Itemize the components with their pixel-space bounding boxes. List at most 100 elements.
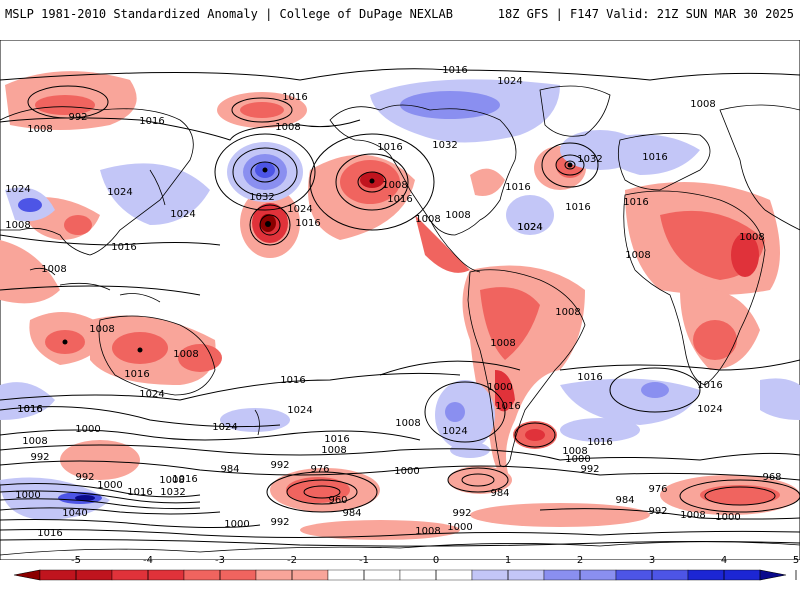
isobar-label: 1008 xyxy=(680,510,705,521)
coastline-indonesia xyxy=(29,267,161,303)
isobar-label: 1024 xyxy=(517,222,542,233)
isobar-label: 1016 xyxy=(495,401,520,412)
isobar-label: 1008 xyxy=(382,180,407,191)
isobar xyxy=(0,460,800,481)
isobar-label: 1008 xyxy=(415,526,440,537)
isobar-label: 1008 xyxy=(5,220,30,231)
isobar-label: 960 xyxy=(328,495,347,506)
anomaly-region xyxy=(480,287,540,360)
isobar xyxy=(27,85,109,119)
isobar-label: 1016 xyxy=(280,375,305,386)
high-center-marker xyxy=(262,167,268,173)
anomaly-region xyxy=(300,520,460,540)
isobar xyxy=(259,214,281,236)
isobar xyxy=(214,133,316,211)
isobar-label: 1008 xyxy=(690,99,715,110)
isobar xyxy=(0,444,800,461)
anomaly-region xyxy=(641,382,669,398)
isobar-label: 1016 xyxy=(172,474,197,485)
isobar-label: 1008 xyxy=(89,324,114,335)
anomaly-region xyxy=(506,195,554,235)
coastline-south-america xyxy=(467,269,586,468)
colorbar-tick-label: -3 xyxy=(215,555,225,566)
isobar-label: 1024 xyxy=(497,76,522,87)
isobar-label: 992 xyxy=(648,506,667,517)
isobar-label: 984 xyxy=(615,495,634,506)
isobar-label: 1024 xyxy=(517,222,542,233)
header: MSLP 1981-2010 Standardized Anomaly | Co… xyxy=(0,0,800,40)
anomaly-region xyxy=(60,440,140,480)
colorbar-arrow-right xyxy=(759,569,787,581)
isobar xyxy=(0,483,201,498)
colorbar-tick-label: 2 xyxy=(577,555,583,566)
isobar-label: 984 xyxy=(220,464,239,475)
isobar-label: 1024 xyxy=(107,187,132,198)
coastline-japan xyxy=(149,169,166,206)
isobar xyxy=(0,285,201,296)
anomaly-region xyxy=(693,320,737,360)
isobar-label: 1016 xyxy=(642,152,667,163)
isobar-label: 1016 xyxy=(124,369,149,380)
low-center-marker xyxy=(265,221,271,227)
isobar-label: 1032 xyxy=(249,192,274,203)
isobar xyxy=(232,147,298,197)
coastline-asia-east xyxy=(719,104,800,231)
isobar-label: 1008 xyxy=(739,232,764,243)
model-run-info: 18Z GFS | F147 Valid: 21Z SUN MAR 30 202… xyxy=(497,7,794,21)
isobar-label: 992 xyxy=(30,452,49,463)
isobar-label: 1016 xyxy=(697,380,722,391)
isobar xyxy=(286,479,358,505)
isobar-label: 1008 xyxy=(445,210,470,221)
isobar-label: 1016 xyxy=(295,218,320,229)
isobar-label: 1008 xyxy=(555,307,580,318)
isobar-label: 1016 xyxy=(442,65,467,76)
anomaly-region xyxy=(448,466,512,494)
anomaly-region xyxy=(525,429,545,441)
isobar-label: 1016 xyxy=(565,202,590,213)
anomaly-region xyxy=(75,495,95,501)
coastline-north-america xyxy=(329,104,517,236)
isobar-label: 1016 xyxy=(111,242,136,253)
isobar xyxy=(0,519,261,528)
isobar xyxy=(0,529,800,538)
coastline-greenland xyxy=(539,85,611,137)
isobar-label: 984 xyxy=(342,508,361,519)
colorbar-tick-label: 5 xyxy=(793,555,799,566)
isobar xyxy=(559,359,800,371)
isobar xyxy=(539,508,800,520)
isobar-label: 1024 xyxy=(5,184,30,195)
isobar-label: 1016 xyxy=(377,142,402,153)
coastline-new-zealand xyxy=(254,409,260,436)
colorbar-tick-label: -4 xyxy=(143,555,153,566)
anomaly-region xyxy=(760,378,800,420)
isobar-label: 1000 xyxy=(394,466,419,477)
isobars xyxy=(0,68,800,547)
isobar-label: 1024 xyxy=(697,404,722,415)
isobar xyxy=(231,97,293,123)
isobar-label: 1024 xyxy=(287,405,312,416)
isobar-label: 1016 xyxy=(587,437,612,448)
pressure-labels: 992 1008 1016 1024 1016 1008 1032 1024 1… xyxy=(5,65,781,539)
anomaly-region xyxy=(495,370,515,412)
isobar-label: 1000 xyxy=(715,512,740,523)
isobar xyxy=(609,367,701,413)
isobar-label: 1008 xyxy=(321,445,346,456)
isobar-label: 1032 xyxy=(160,487,185,498)
isobar xyxy=(514,422,556,448)
coastline-australia xyxy=(98,315,216,396)
isobar-label: 1008 xyxy=(395,418,420,429)
anomaly-region xyxy=(560,418,640,442)
isobar-label: 992 xyxy=(452,508,471,519)
anomaly-region xyxy=(600,134,700,175)
isobar xyxy=(0,372,461,401)
isobar-label: 992 xyxy=(270,460,289,471)
colorbar-tick-label: -2 xyxy=(287,555,297,566)
isobar-label: 1000 xyxy=(97,480,122,491)
isobar xyxy=(541,142,599,188)
anomaly-region xyxy=(470,503,650,527)
isobar-label: 984 xyxy=(490,488,509,499)
anomaly-region xyxy=(240,102,284,118)
isobar-label: 1008 xyxy=(22,436,47,447)
isobar-label: 1016 xyxy=(623,197,648,208)
colorbar-ticks: -5 -4 -3 -2 -1 0 1 2 3 4 5 xyxy=(71,555,799,580)
